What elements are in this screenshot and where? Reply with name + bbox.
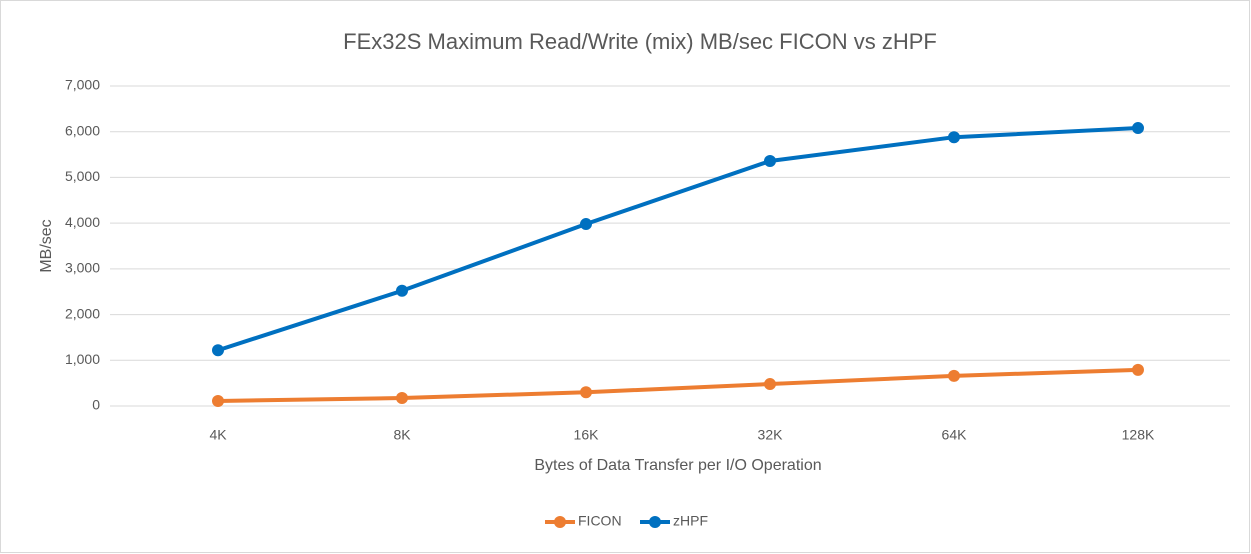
y-tick-label: 5,000: [65, 168, 100, 184]
x-tick-label: 16K: [574, 427, 600, 443]
data-point: [396, 284, 408, 297]
x-axis-title: Bytes of Data Transfer per I/O Operation: [534, 457, 821, 474]
legend-marker: [649, 516, 661, 528]
x-tick-label: 8K: [393, 427, 411, 443]
y-tick-label: 0: [92, 397, 100, 413]
x-tick-label: 64K: [942, 427, 968, 443]
data-point: [580, 218, 592, 231]
data-point: [764, 154, 776, 167]
legend-label: zHPF: [673, 513, 708, 529]
data-point: [580, 386, 592, 399]
y-tick-label: 6,000: [65, 122, 100, 138]
series-line: [216, 367, 1140, 403]
data-point: [1132, 122, 1144, 135]
data-point: [1132, 363, 1144, 376]
x-tick-label: 4K: [209, 427, 227, 443]
data-point: [948, 369, 960, 382]
data-point: [212, 394, 224, 407]
data-point: [212, 344, 224, 357]
series-line: [216, 126, 1140, 353]
data-point: [948, 131, 960, 144]
y-tick-label: 2,000: [65, 305, 100, 321]
data-point: [764, 378, 776, 391]
data-point: [396, 392, 408, 404]
chart-title: FEx32S Maximum Read/Write (mix) MB/sec F…: [343, 29, 937, 54]
legend-label: FICON: [578, 513, 622, 529]
legend-marker: [554, 516, 566, 528]
x-tick-label: 32K: [758, 427, 784, 443]
y-tick-label: 4,000: [65, 214, 100, 230]
y-tick-label: 7,000: [65, 77, 100, 93]
y-tick-label: 3,000: [65, 260, 100, 276]
x-tick-label: 128K: [1122, 427, 1155, 443]
y-axis-title: MB/sec: [38, 219, 55, 272]
y-tick-label: 1,000: [65, 351, 100, 367]
